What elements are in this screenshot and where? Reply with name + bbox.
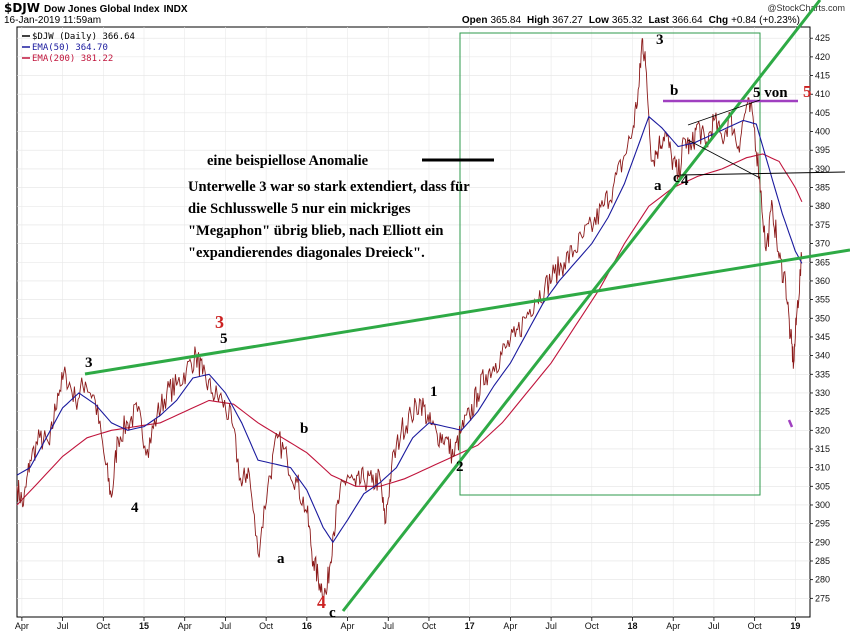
y-tick-label: 420 — [815, 52, 830, 62]
y-tick-label: 405 — [815, 108, 830, 118]
price-line — [16, 38, 803, 601]
annotation-line-2: die Schlusswelle 5 nur ein mickriges — [188, 201, 411, 217]
y-tick-label: 400 — [815, 127, 830, 137]
y-tick-label: 355 — [815, 295, 830, 305]
x-tick-label: Jul — [545, 621, 557, 631]
y-tick-label: 335 — [815, 369, 830, 379]
y-tick-label: 295 — [815, 519, 830, 529]
datetime: 16-Jan-2019 11:59am — [4, 15, 101, 26]
y-tick-label: 365 — [815, 257, 830, 267]
legend-ema200: EMA(200) 381.22 — [32, 54, 113, 64]
quote-bar: Open 365.84 High 367.27 Low 365.32 Last 366.64 C… — [462, 15, 800, 26]
wave-label-5-2015: 5 — [220, 331, 228, 347]
wave-label-c-2018: c — [673, 170, 680, 186]
y-tick-label: 425 — [815, 33, 830, 43]
wave-label-4-2018: 4 — [681, 173, 689, 189]
x-tick-label: 18 — [628, 621, 638, 631]
y-tick-label: 320 — [815, 425, 830, 435]
ema50-line — [16, 115, 803, 544]
legend: $DJW (Daily) 366.64 EMA(50) 364.70 EMA(2… — [22, 32, 135, 64]
wave-label-2-2016: 2 — [456, 459, 464, 475]
y-tick-label: 380 — [815, 201, 830, 211]
y-tick-label: 370 — [815, 239, 830, 249]
y-tick-label: 325 — [815, 407, 830, 417]
x-tick-label: 17 — [465, 621, 475, 631]
annotation-line-4: "expandierendes diagonales Dreieck". — [188, 245, 425, 261]
x-tick-label: Apr — [666, 621, 680, 631]
x-tick-label: Jul — [220, 621, 232, 631]
y-tick-label: 290 — [815, 537, 830, 547]
x-tick-label: Oct — [259, 621, 274, 631]
x-tick-label: Apr — [178, 621, 192, 631]
y-tick-label: 330 — [815, 388, 830, 398]
y-tick-label: 345 — [815, 332, 830, 342]
y-tick-label: 315 — [815, 444, 830, 454]
y-tick-label: 285 — [815, 556, 830, 566]
y-tick-label: 275 — [815, 593, 830, 603]
wave-label-b-2018: b — [670, 83, 678, 99]
y-tick-label: 390 — [815, 164, 830, 174]
x-tick-label: Oct — [96, 621, 111, 631]
y-tick-label: 410 — [815, 89, 830, 99]
purple-marker — [787, 419, 794, 428]
x-axis: Apr Jul Oct 15 Apr Jul Oct 16 Apr Jul Oct 17 Apr Jul O… — [15, 617, 800, 631]
x-tick-label: 19 — [790, 621, 800, 631]
x-tick-label: Oct — [422, 621, 437, 631]
y-tick-label: 385 — [815, 183, 830, 193]
symbol-title: $DJW Dow Jones Global Index INDX — [4, 1, 188, 15]
wave-label-red-4: 4 — [317, 592, 326, 612]
y-axis: 275 280 285 290 295 300 305 310 315 320 325 330 335 3… — [810, 33, 830, 603]
wave-label-c-2016: c — [329, 605, 336, 621]
upper-trendline — [84, 248, 850, 376]
wave-label-3-2014: 3 — [85, 355, 93, 371]
annotation: eine beispiellose Anomalie Unterwelle 3 … — [188, 153, 494, 261]
x-tick-label: 15 — [139, 621, 149, 631]
wave-label-1-2016: 1 — [430, 384, 438, 400]
x-tick-label: Apr — [341, 621, 355, 631]
x-tick-label: Jul — [708, 621, 720, 631]
megaphone-lower — [687, 139, 761, 179]
x-tick-label: Jul — [383, 621, 395, 631]
wave-label-3-2018: 3 — [656, 32, 664, 48]
wave-label-4-2014: 4 — [131, 500, 139, 516]
x-tick-label: Apr — [503, 621, 517, 631]
wave-labels: 3 4 3 5 a b 4 c 1 2 3 b a c 4 5 von 5 — [85, 32, 812, 621]
legend-ema50: EMA(50) 364.70 — [32, 43, 108, 53]
x-tick-label: Jul — [57, 621, 69, 631]
legend-price: $DJW (Daily) 366.64 — [32, 32, 135, 42]
ema200-line — [16, 153, 803, 506]
x-tick-label: Apr — [15, 621, 29, 631]
megaphone-upper — [687, 99, 761, 126]
annotation-title: eine beispiellose Anomalie — [207, 153, 369, 169]
wave-label-5-von: 5 von — [753, 85, 788, 101]
annotation-line-3: "Megaphon" übrig blieb, nach Elliott ein — [188, 223, 443, 239]
wave-label-b-2015: b — [300, 421, 308, 437]
wave-label-a-2018: a — [654, 178, 662, 194]
wave-label-red-3: 3 — [215, 312, 224, 332]
x-tick-label: Oct — [585, 621, 600, 631]
y-tick-label: 360 — [815, 276, 830, 286]
x-tick-label: Oct — [748, 621, 763, 631]
y-tick-label: 305 — [815, 481, 830, 491]
support-line — [679, 171, 846, 176]
annotation-line-1: Unterwelle 3 war so stark extendiert, da… — [188, 179, 470, 195]
wave-label-a-2015: a — [277, 551, 285, 567]
y-tick-label: 280 — [815, 575, 830, 585]
y-tick-label: 350 — [815, 313, 830, 323]
y-tick-label: 340 — [815, 351, 830, 361]
wave-label-red-5: 5 — [803, 82, 812, 101]
y-tick-label: 310 — [815, 463, 830, 473]
y-tick-label: 375 — [815, 220, 830, 230]
x-tick-label: 16 — [302, 621, 312, 631]
watermark: @StockCharts.com — [767, 3, 845, 13]
y-tick-label: 395 — [815, 145, 830, 155]
y-tick-label: 300 — [815, 500, 830, 510]
y-tick-label: 415 — [815, 71, 830, 81]
